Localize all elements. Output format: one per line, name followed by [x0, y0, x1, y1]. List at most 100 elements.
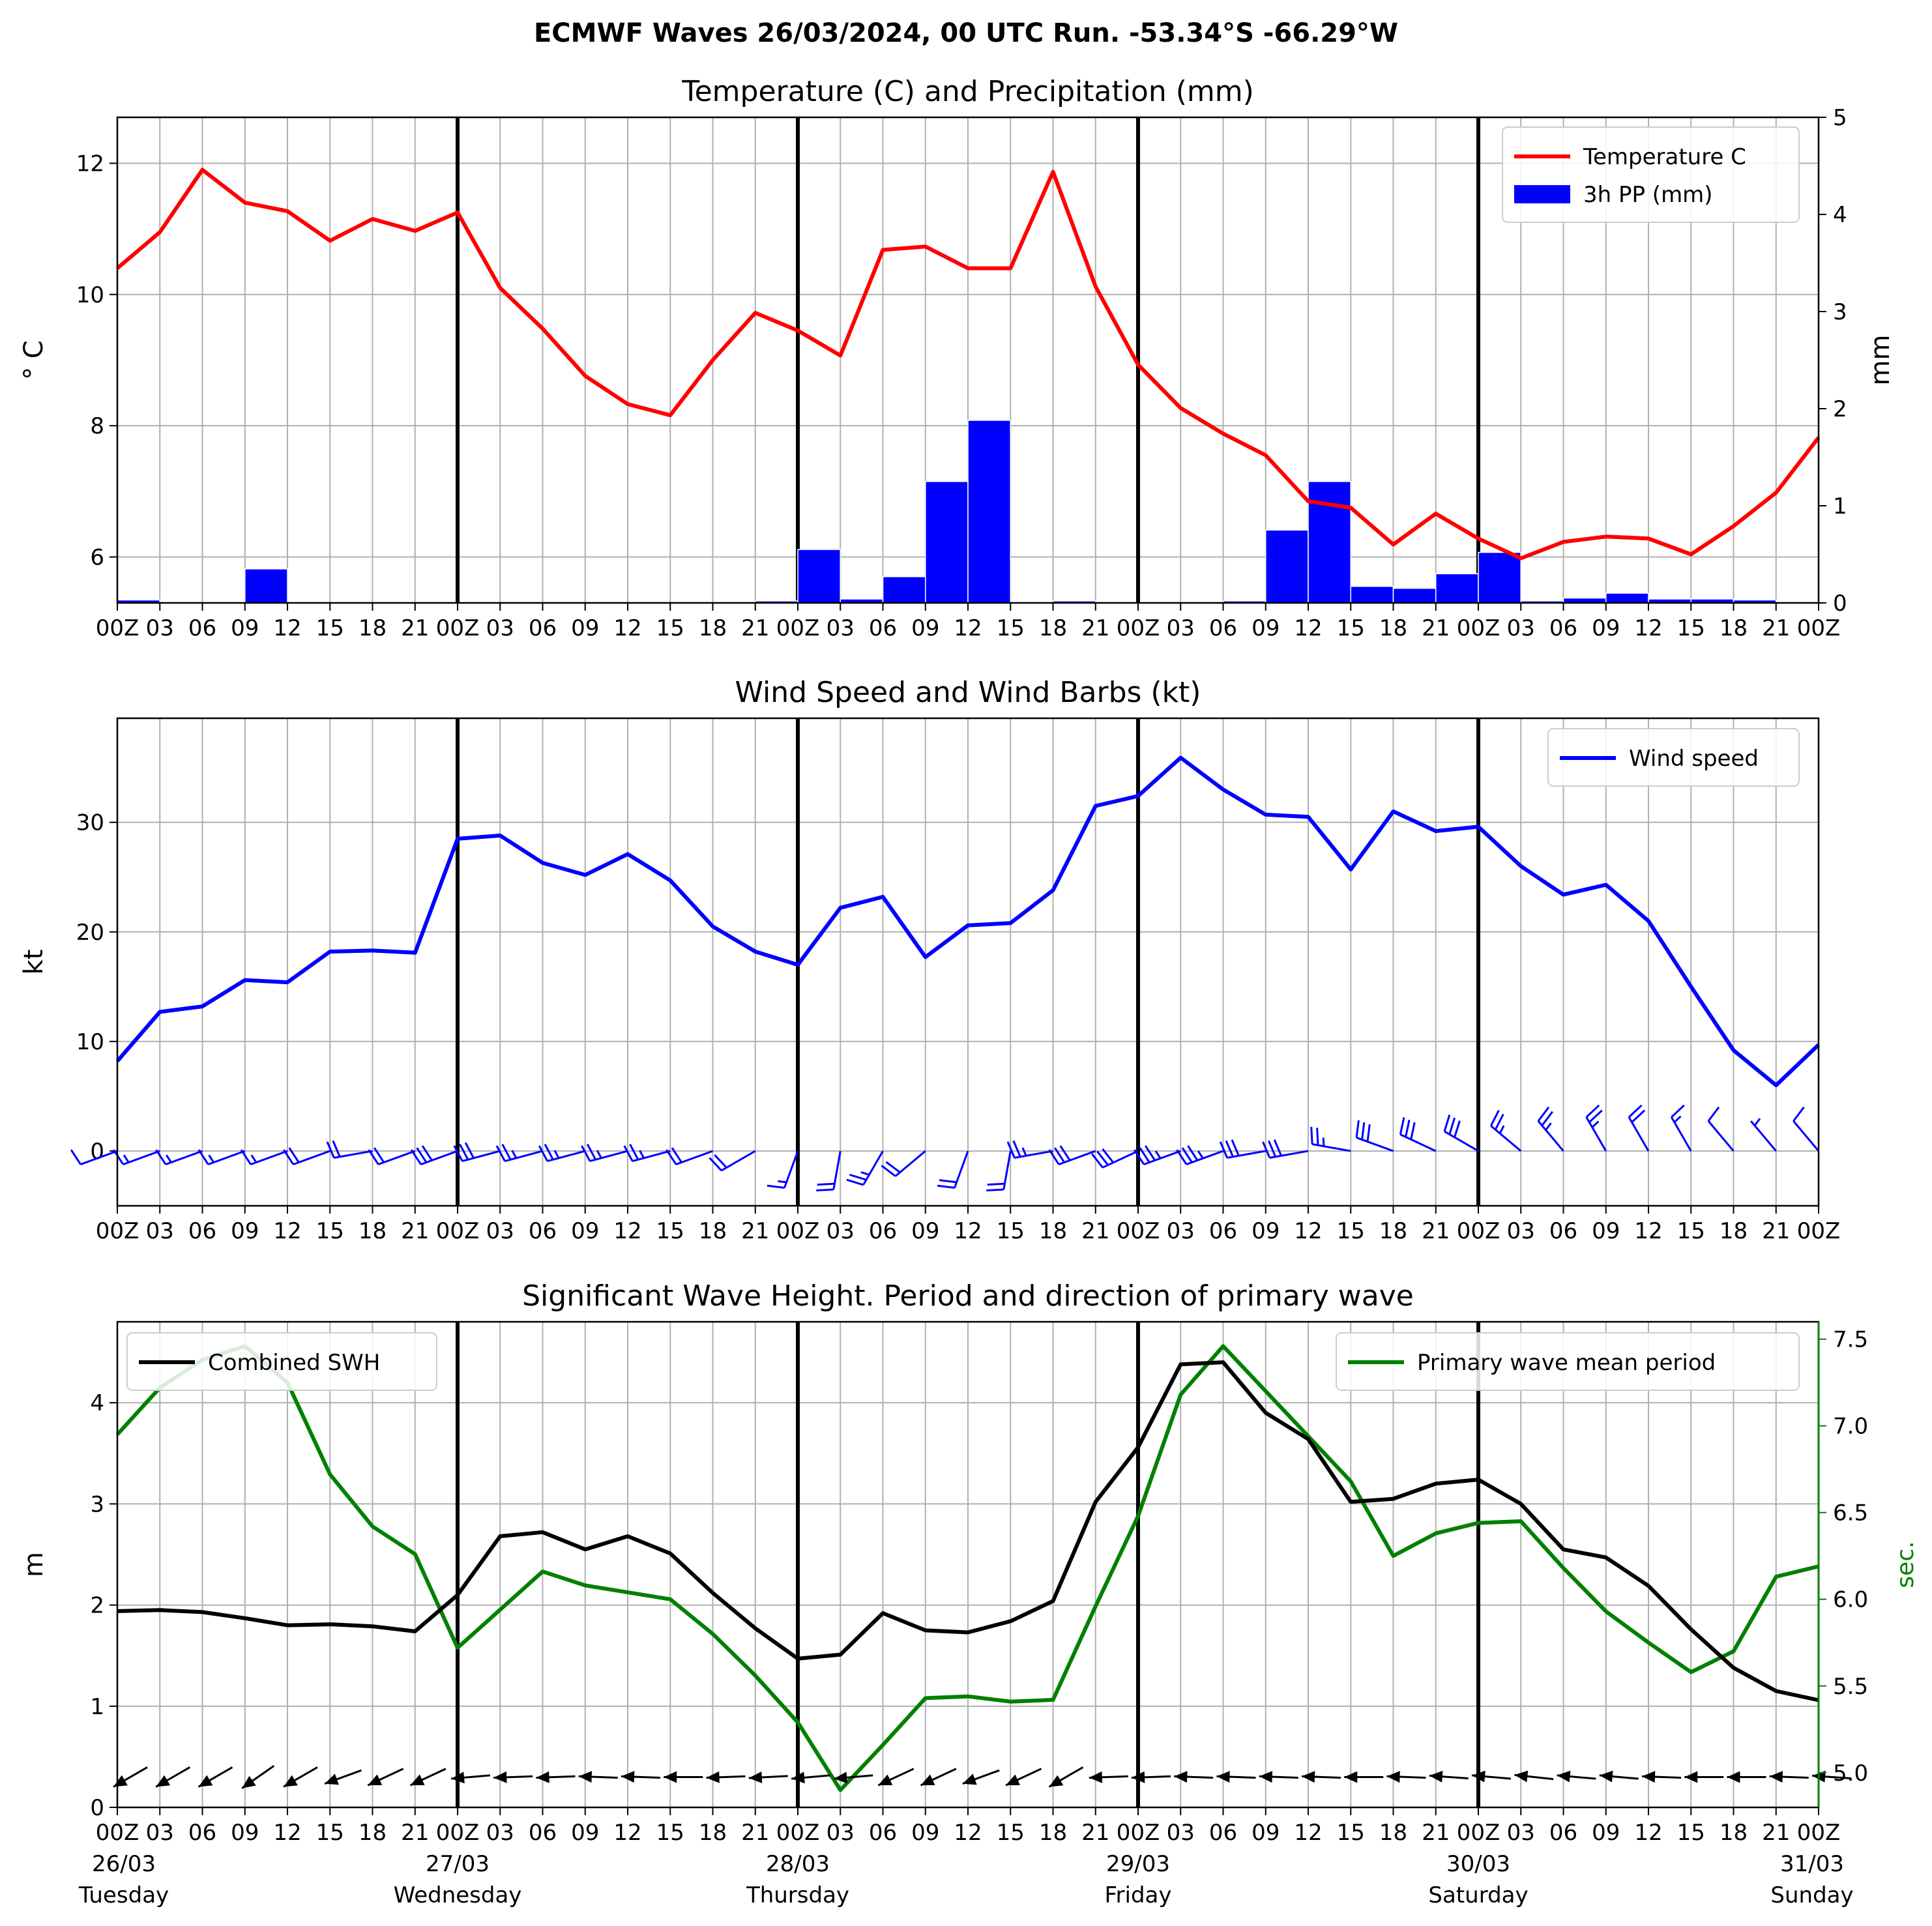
wave-arrow-head: [1599, 1770, 1613, 1783]
x-tick-label: 06: [529, 1218, 557, 1244]
panel-title: Temperature (C) and Precipitation (mm): [681, 75, 1254, 108]
y-axis-label: kt: [19, 950, 49, 975]
period-line: [115, 1344, 1819, 1792]
wind-barb-shaft: [123, 1150, 160, 1165]
wind-barb-feather: [1134, 1149, 1145, 1165]
wind-barb: [709, 1150, 756, 1172]
x-tick-label: 15: [997, 1218, 1025, 1244]
wind-barb-shaft: [505, 1150, 543, 1162]
x-tick-label: 18: [699, 615, 727, 641]
wave-arrow-head: [1259, 1771, 1273, 1783]
x-tick-label: 15: [316, 1820, 344, 1846]
y-tick-label: 12: [76, 151, 104, 177]
precip-bar: [1308, 481, 1351, 604]
y-right-tick-label: 4: [1833, 202, 1847, 228]
wave-arrow-head: [242, 1775, 256, 1788]
wave-direction-arrow: [578, 1771, 618, 1783]
wind-barb: [1628, 1104, 1650, 1152]
wind-barb-shaft: [894, 1150, 926, 1177]
wind-barb-feather: [1494, 1113, 1504, 1130]
wind-barb-shaft: [80, 1150, 118, 1165]
wind-barb: [1219, 1139, 1266, 1159]
wave-direction-arrow: [493, 1771, 533, 1783]
wave-arrow-head: [878, 1774, 893, 1786]
x-tick-label: 03: [486, 615, 514, 641]
x-tick-label: 00Z: [1117, 615, 1160, 641]
x-tick-label: 00Z: [1457, 1820, 1500, 1846]
wind-barb-feather: [714, 1154, 727, 1169]
x-tick-label: 03: [827, 1820, 855, 1846]
wind-barb-feather: [1176, 1149, 1188, 1165]
swh-line: [117, 1360, 1819, 1702]
axes-frame: [116, 717, 1820, 1207]
wind-barb-feather: [1671, 1104, 1685, 1118]
wind-barb-feather: [1448, 1117, 1456, 1135]
wave-direction-arrow: [241, 1765, 275, 1789]
y-right-tick-label: 2: [1833, 396, 1847, 422]
x-tick-label: 06: [188, 1218, 216, 1244]
x-tick-label: 03: [146, 1820, 174, 1846]
x-tick-label: 18: [1720, 1820, 1748, 1846]
x-tick-label: 15: [1337, 615, 1365, 641]
x-tick-label: 15: [1337, 1218, 1365, 1244]
wind-barb: [1310, 1126, 1351, 1152]
x-tick-label: 12: [954, 615, 982, 641]
day-date-label: 28/03: [766, 1851, 830, 1877]
wave-direction-arrow: [962, 1769, 1000, 1785]
x-tick-label: 12: [1294, 615, 1322, 641]
wind-barb-shaft: [1628, 1116, 1650, 1152]
wave-arrow-head: [920, 1774, 935, 1786]
wave-arrow-head: [198, 1775, 213, 1787]
axes-frame: [116, 116, 1820, 604]
wave-arrow-head: [1049, 1775, 1064, 1787]
wave-arrow-head: [1216, 1771, 1230, 1783]
wave-direction-arrow: [791, 1772, 831, 1784]
wind-barb-feather: [986, 1188, 1004, 1191]
x-tick-label: 21: [1762, 1820, 1790, 1846]
wind-barb-feather: [1588, 1109, 1603, 1123]
x-tick-label: 18: [1039, 615, 1067, 641]
wave-arrow-head: [578, 1771, 593, 1783]
wind-barb-feather: [1006, 1141, 1016, 1158]
wind-barb-feather: [1316, 1128, 1319, 1146]
wind-barb-shaft: [1102, 1150, 1139, 1169]
wind-barb-shaft: [954, 1150, 969, 1188]
wind-speed-line: [115, 755, 1821, 1088]
wind-barb-half-feather: [1197, 1150, 1204, 1160]
wind-barb: [1585, 1104, 1607, 1152]
x-tick-label: 09: [1251, 1218, 1280, 1244]
x-tick-label: 00Z: [96, 1218, 139, 1244]
wind-barb-half-feather: [1154, 1150, 1162, 1160]
precip-bar: [1478, 551, 1521, 604]
legend-label: 3h PP (mm): [1583, 182, 1713, 208]
x-tick-label: 15: [656, 1218, 684, 1244]
x-tick-label: 21: [1081, 1820, 1109, 1846]
wave-direction-arrow: [113, 1766, 148, 1788]
wind-barb-half-feather: [596, 1150, 602, 1159]
x-tick-label: 18: [1379, 1218, 1407, 1244]
wave-direction-arrow: [450, 1772, 491, 1784]
day-name-label: Saturday: [1428, 1882, 1528, 1908]
wind-barb-feather: [1361, 1122, 1366, 1140]
x-tick-label: 03: [486, 1218, 514, 1244]
wave-direction-arrow: [1641, 1771, 1682, 1783]
wind-barb-shaft: [1014, 1150, 1053, 1159]
wave-direction-arrow: [877, 1768, 915, 1787]
y-tick-label: 6: [90, 545, 104, 571]
wave-direction-arrow: [1514, 1770, 1554, 1783]
wind-barb-half-feather: [1322, 1137, 1325, 1146]
wind-barb-half-feather: [123, 1154, 130, 1163]
x-tick-label: 00Z: [776, 615, 820, 641]
day-date-label: 27/03: [426, 1851, 490, 1877]
wind-barb-feather: [937, 1184, 955, 1189]
day-name-label: Thursday: [746, 1882, 849, 1908]
x-tick-label: 18: [1720, 615, 1748, 641]
wind-barb-shaft: [1227, 1150, 1266, 1159]
wind-barb-feather: [1410, 1122, 1416, 1140]
wind-barb-shaft: [1444, 1130, 1479, 1152]
wind-barb: [1489, 1109, 1522, 1152]
wind-barb-shaft: [589, 1150, 628, 1162]
x-tick-label: 03: [1167, 1218, 1195, 1244]
wind-barb-feather: [881, 1165, 896, 1177]
wind-barb: [1262, 1139, 1309, 1159]
